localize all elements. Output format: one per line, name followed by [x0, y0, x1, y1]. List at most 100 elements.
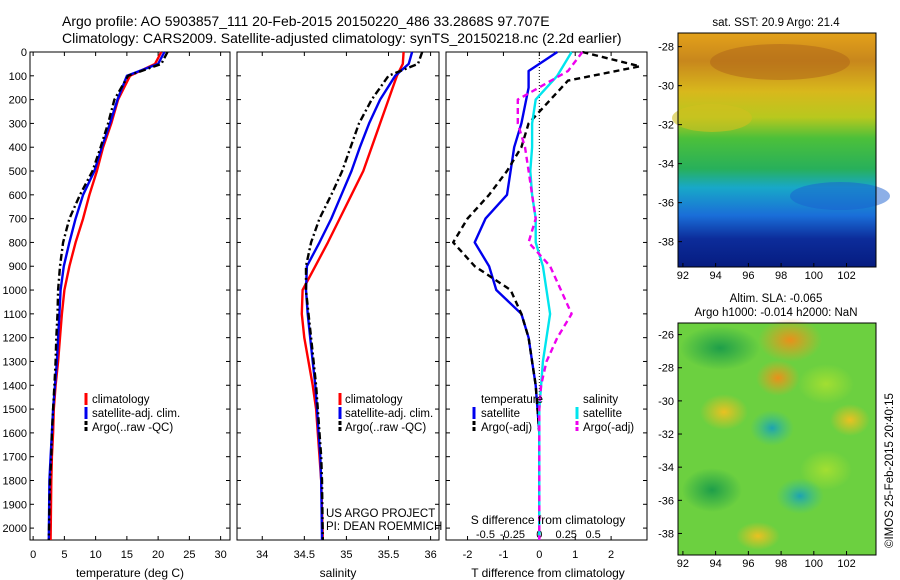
- sla-blob: [750, 410, 794, 446]
- lat-tick-label: -38: [658, 528, 674, 540]
- depth-tick-label: 1900: [3, 499, 27, 511]
- depth-tick-label: 700: [9, 214, 27, 226]
- lat-tick-label: -34: [658, 462, 674, 474]
- salinity-legend: climatology satellite-adj. clim. Argo(..…: [338, 393, 433, 434]
- depth-tick-label: 1200: [3, 333, 27, 345]
- difference-panel: -2 -1 0 1 2 -0.5 -0.25 0 0.25 0.5 S difference f…: [445, 50, 648, 580]
- lon-tick-label: 100: [805, 270, 823, 282]
- depth-tick-label: 1000: [3, 285, 27, 297]
- lat-tick-label: -28: [658, 42, 674, 54]
- sla-blob: [756, 360, 800, 396]
- temperature-xlabel: temperature (deg C): [76, 566, 184, 580]
- depth-tick-label: 500: [9, 166, 27, 178]
- sst-map-frame: [677, 32, 877, 268]
- depth-tick-label: 200: [9, 95, 27, 107]
- lat-tick-label: -32: [658, 120, 674, 132]
- sst-blue-patch: [790, 182, 890, 210]
- legend-header-temperature: temperature: [481, 394, 543, 406]
- salinity-tick-label: 36: [424, 549, 436, 561]
- sla-blob: [798, 364, 854, 404]
- header-line2: Climatology: CARS2009. Satellite-adjuste…: [62, 30, 622, 46]
- project-credit: US ARGO PROJECT: [326, 508, 435, 520]
- sla-lon-axis: 92 94 96 98 100 102: [677, 551, 856, 570]
- depth-tick-label: 2000: [3, 523, 27, 535]
- sla-blob: [776, 478, 824, 514]
- lon-tick-label: 94: [710, 558, 722, 570]
- depth-tick-label: 1700: [3, 452, 27, 464]
- series-argo-raw-qc-: [47, 51, 169, 541]
- sst-map-panel: sat. SST: 20.9 Argo: 21.4 92 94 96 98 100 102…: [658, 17, 890, 319]
- t-difference-tick-label: 1: [572, 549, 578, 561]
- t-difference-tick-label: 0: [536, 549, 542, 561]
- depth-tick-label: 900: [9, 261, 27, 273]
- difference-series: [452, 50, 641, 540]
- salinity-panel: 34 34.5 35 35.5 36 salinity climatology sate…: [236, 51, 442, 580]
- temperature-tick-label: 25: [183, 549, 195, 561]
- depth-tick-label: 1300: [3, 356, 27, 368]
- t-difference-tick-label: -2: [463, 549, 473, 561]
- temperature-tick-label: 0: [30, 549, 36, 561]
- sst-map-title: sat. SST: 20.9 Argo: 21.4: [712, 17, 840, 29]
- salinity-xlabel: salinity: [320, 566, 357, 580]
- lon-tick-label: 94: [710, 270, 722, 282]
- sla-blob: [680, 326, 760, 370]
- depth-tick-label: 100: [9, 71, 27, 83]
- salinity-depth-ticks: [237, 51, 439, 529]
- salinity-plot-frame: [236, 51, 440, 541]
- lon-tick-label: 98: [775, 558, 787, 570]
- sla-blob: [758, 318, 822, 362]
- temperature-panel: 0100200300400500600700800900100011001200…: [3, 47, 231, 580]
- depth-tick-label: 0: [21, 47, 27, 59]
- legend-label-t-satellite: satellite: [481, 408, 520, 420]
- sst-warm-patch: [710, 44, 850, 80]
- legend-label-t-argo: Argo(-adj): [481, 422, 532, 434]
- t-difference-xlabel: T difference from climatology: [471, 566, 625, 580]
- sla-blob: [830, 404, 870, 436]
- sla-map-title: Altim. SLA: -0.065: [730, 293, 823, 305]
- lat-tick-label: -30: [658, 396, 674, 408]
- legend-label-argo: Argo(..raw -QC): [345, 422, 426, 434]
- depth-tick-label: 400: [9, 142, 27, 154]
- salinity-tick-label: 34.5: [294, 549, 315, 561]
- imos-credit: ©IMOS 25-Feb-2015 20:40:15: [884, 393, 896, 548]
- lon-tick-label: 102: [837, 558, 855, 570]
- salinity-tick-label: 34: [256, 549, 268, 561]
- depth-tick-label: 1400: [3, 380, 27, 392]
- lat-tick-label: -28: [658, 363, 674, 375]
- depth-tick-label: 1600: [3, 428, 27, 440]
- difference-legend: temperature salinity satellite Argo(-adj…: [472, 394, 634, 434]
- lon-tick-label: 102: [837, 270, 855, 282]
- temperature-tick-label: 20: [152, 549, 164, 561]
- depth-tick-label: 800: [9, 237, 27, 249]
- series-satellite-adj-clim-: [304, 51, 414, 541]
- depth-tick-label: 300: [9, 118, 27, 130]
- lon-tick-label: 98: [775, 270, 787, 282]
- s-difference-xlabel: S difference from climatology: [471, 513, 626, 527]
- lon-tick-label: 100: [805, 558, 823, 570]
- sla-map-panel: 92 94 96 98 100 102 -26 -28 -30 -32 -34 -36 -38: [658, 318, 877, 570]
- temperature-tick-label: 30: [215, 549, 227, 561]
- salinity-tick-label: 35.5: [378, 549, 399, 561]
- temperature-tick-label: 5: [61, 549, 67, 561]
- salinity-axis: 34 34.5 35 35.5 36: [256, 52, 437, 561]
- lat-tick-label: -26: [658, 330, 674, 342]
- temperature-axis: 0 5 10 15 20 25 30: [30, 52, 227, 561]
- lat-tick-label: -36: [658, 198, 674, 210]
- depth-tick-label: 1500: [3, 404, 27, 416]
- series-salinity-argo-adj-: [516, 51, 584, 540]
- sla-blob: [700, 394, 748, 430]
- lon-tick-label: 96: [742, 270, 754, 282]
- temperature-legend: climatology satellite-adj. clim. Argo(..…: [84, 393, 180, 434]
- s-difference-tick-label: -0.5: [476, 529, 495, 541]
- legend-label-s-satellite: satellite: [583, 408, 622, 420]
- lat-tick-label: -32: [658, 429, 674, 441]
- sla-blob: [736, 522, 780, 550]
- legend-label-satellite: satellite-adj. clim.: [92, 408, 180, 420]
- s-difference-tick-label: 0.5: [586, 529, 601, 541]
- legend-label-climatology: climatology: [92, 394, 150, 406]
- salinity-tick-label: 35: [340, 549, 352, 561]
- depth-tick-label: 1800: [3, 475, 27, 487]
- s-difference-tick-label: 0.25: [556, 529, 577, 541]
- legend-label-satellite: satellite-adj. clim.: [345, 408, 433, 420]
- legend-label-s-argo: Argo(-adj): [583, 422, 634, 434]
